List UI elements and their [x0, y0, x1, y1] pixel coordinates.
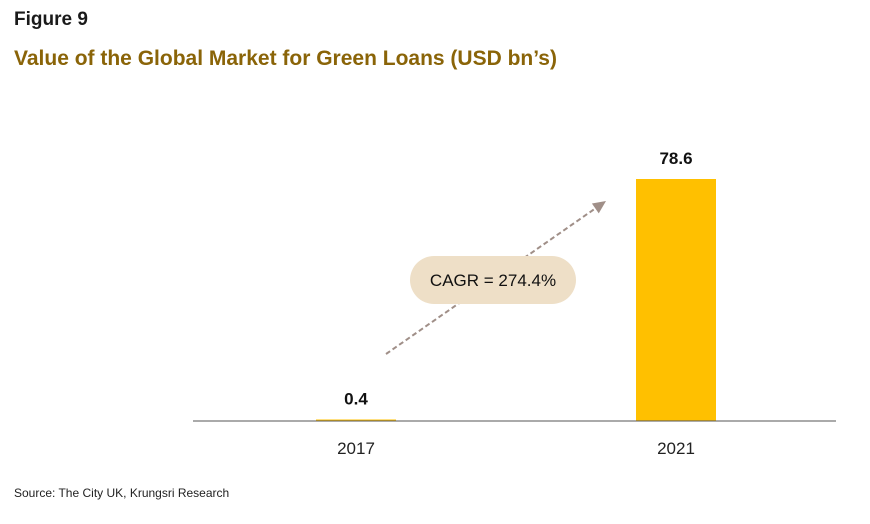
- category-label-2021: 2021: [657, 439, 695, 458]
- data-label-2021: 78.6: [659, 149, 692, 168]
- category-label-2017: 2017: [337, 439, 375, 458]
- category-labels-group: 2017 2021: [337, 439, 695, 458]
- chart-title: Value of the Global Market for Green Loa…: [14, 47, 557, 70]
- bars-group: [316, 179, 716, 421]
- source-note: Source: The City UK, Krungsri Research: [14, 486, 230, 500]
- cagr-label-box: [410, 256, 576, 304]
- growth-arrow: [385, 207, 596, 355]
- bar-2021: [636, 179, 716, 421]
- bar-2017: [316, 419, 396, 421]
- cagr-annotation: CAGR = 274.4%: [385, 201, 606, 355]
- cagr-label: CAGR = 274.4%: [430, 271, 556, 290]
- data-label-2017: 0.4: [344, 390, 368, 409]
- growth-arrow-head: [591, 201, 606, 214]
- data-labels-group: 0.4 78.6: [344, 149, 692, 409]
- figure-label: Figure 9: [14, 9, 88, 30]
